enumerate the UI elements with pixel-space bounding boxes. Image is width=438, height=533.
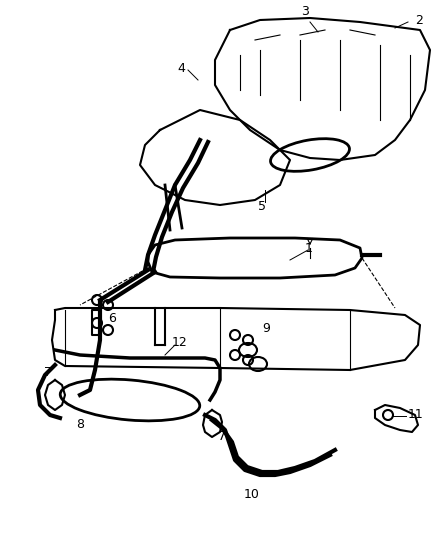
- Text: 11: 11: [408, 408, 424, 422]
- Text: 8: 8: [76, 418, 84, 431]
- Text: 1: 1: [305, 241, 313, 254]
- Text: 5: 5: [258, 200, 266, 213]
- Text: 12: 12: [172, 335, 188, 349]
- Text: 6: 6: [108, 311, 116, 325]
- Text: 7: 7: [44, 366, 52, 378]
- Text: 10: 10: [244, 488, 260, 501]
- Text: 9: 9: [262, 321, 270, 335]
- Text: 7: 7: [218, 431, 226, 443]
- Text: 4: 4: [177, 61, 185, 75]
- Text: 3: 3: [301, 5, 309, 18]
- Text: 2: 2: [415, 13, 423, 27]
